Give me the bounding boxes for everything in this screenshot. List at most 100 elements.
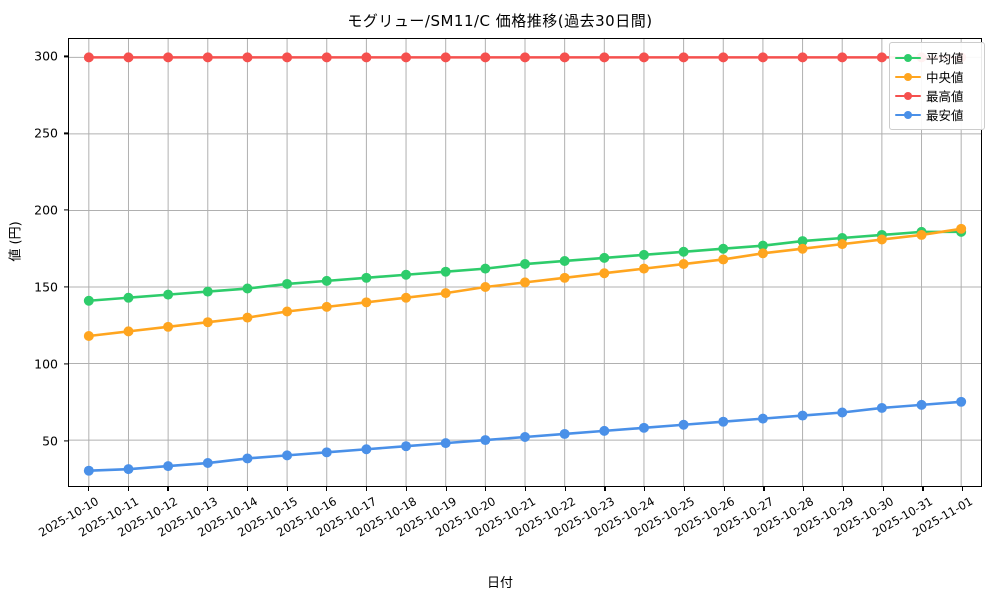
- data-point: [401, 441, 412, 452]
- data-point: [440, 438, 451, 449]
- data-point: [638, 52, 649, 63]
- data-point: [480, 282, 491, 292]
- y-tick-label: 300: [34, 48, 58, 64]
- x-tick-mark: [723, 487, 725, 491]
- y-tick-mark: [64, 209, 68, 211]
- data-point: [876, 234, 887, 245]
- x-tick-mark: [246, 487, 248, 491]
- data-point: [718, 254, 729, 265]
- data-point: [282, 52, 293, 63]
- data-point: [837, 52, 848, 63]
- y-tick-label: 150: [34, 279, 58, 295]
- legend-swatch-icon: [895, 109, 921, 121]
- y-tick-label: 100: [34, 356, 58, 372]
- chart-legend: 平均値中央値 最高値最安値: [889, 42, 985, 130]
- data-point: [83, 465, 94, 476]
- data-point: [440, 288, 451, 299]
- data-point: [202, 317, 213, 328]
- x-tick-mark: [286, 487, 288, 491]
- data-point: [678, 259, 689, 270]
- legend-item-中央値[interactable]: 中央値: [895, 67, 978, 86]
- data-point: [757, 52, 768, 63]
- data-point: [678, 419, 689, 430]
- data-point: [678, 52, 689, 63]
- x-tick-mark: [882, 487, 884, 491]
- data-point: [599, 252, 610, 263]
- y-tick-mark: [64, 132, 68, 134]
- data-point: [163, 289, 174, 300]
- data-point: [282, 450, 293, 461]
- data-point: [638, 249, 649, 260]
- data-point: [559, 255, 570, 266]
- data-point: [757, 413, 768, 424]
- x-tick-mark: [485, 487, 487, 491]
- data-point: [202, 458, 213, 469]
- data-point: [599, 52, 610, 63]
- data-point: [480, 435, 491, 446]
- data-point: [837, 407, 848, 418]
- data-point: [242, 52, 253, 63]
- data-point: [638, 422, 649, 433]
- data-point: [797, 243, 808, 254]
- data-point: [718, 243, 729, 254]
- data-point: [321, 447, 332, 458]
- x-tick-mark: [922, 487, 924, 491]
- data-point: [797, 410, 808, 421]
- data-point: [599, 268, 610, 279]
- y-tick-label: 50: [42, 433, 58, 449]
- data-point: [718, 52, 729, 63]
- x-tick-mark: [842, 487, 845, 491]
- x-tick-mark: [167, 487, 169, 491]
- data-point: [163, 321, 174, 332]
- data-point: [480, 263, 491, 274]
- data-point: [83, 331, 94, 341]
- data-point: [202, 286, 213, 297]
- x-tick-mark: [127, 487, 129, 491]
- y-tick-label: 250: [34, 125, 58, 141]
- y-tick-mark: [64, 363, 68, 365]
- legend-swatch-icon: [895, 52, 921, 64]
- x-tick-mark: [445, 487, 447, 491]
- data-point: [916, 399, 927, 410]
- y-tick-mark: [64, 55, 68, 58]
- data-point: [123, 326, 134, 337]
- x-tick-mark: [564, 487, 566, 491]
- data-point: [520, 432, 530, 442]
- data-point: [480, 52, 491, 63]
- data-point: [956, 396, 967, 407]
- data-point: [361, 52, 372, 63]
- x-tick-mark: [525, 487, 527, 491]
- data-point: [361, 297, 372, 308]
- data-point: [321, 275, 332, 286]
- data-point: [361, 272, 372, 283]
- legend-swatch-icon: [895, 90, 921, 102]
- data-point: [520, 259, 530, 270]
- data-point: [520, 277, 530, 288]
- data-point: [242, 453, 253, 464]
- data-point: [83, 52, 94, 63]
- data-point: [876, 52, 887, 63]
- legend-label: 中央値: [926, 70, 964, 85]
- data-point: [559, 52, 570, 63]
- data-point: [520, 52, 530, 63]
- data-point: [163, 461, 174, 472]
- series-最高値: [83, 52, 967, 63]
- data-point: [242, 283, 253, 294]
- x-tick-mark: [683, 487, 686, 491]
- legend-item-平均値[interactable]: 平均値: [895, 48, 978, 67]
- data-point: [797, 52, 808, 63]
- data-point: [282, 306, 293, 317]
- legend-label: 最安値: [926, 108, 964, 123]
- data-point: [440, 52, 451, 63]
- data-point: [123, 292, 134, 303]
- plot-area: [68, 38, 982, 487]
- data-series-layer: [83, 52, 967, 476]
- legend-item-最高値[interactable]: 最高値: [895, 86, 978, 105]
- data-point: [876, 402, 887, 413]
- data-point: [797, 236, 808, 247]
- data-point: [956, 223, 967, 234]
- legend-item-最安値[interactable]: 最安値: [895, 105, 978, 124]
- series-最安値: [83, 396, 967, 476]
- x-tick-mark: [87, 487, 90, 491]
